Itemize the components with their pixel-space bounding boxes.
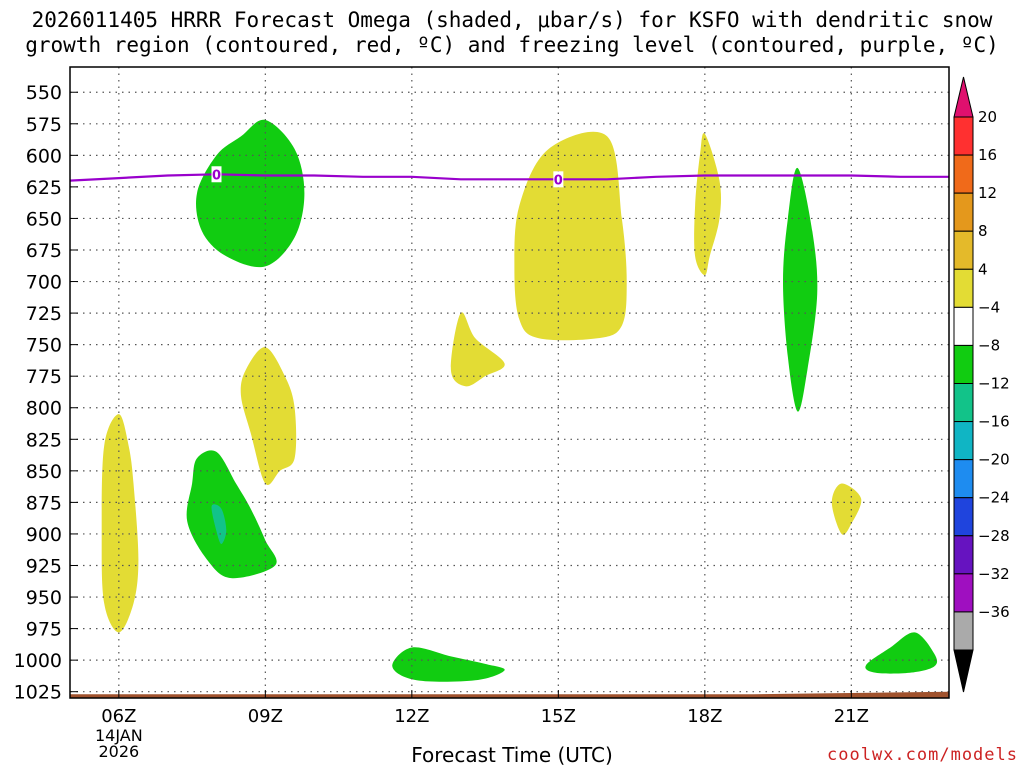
y-tick-label-675: 675: [26, 240, 62, 262]
freezing-label-bg-0: [211, 166, 222, 183]
y-tick-label-650: 650: [26, 208, 62, 230]
colorbar-swatch-1: [953, 154, 974, 194]
colorbar-swatch-13: [953, 611, 974, 651]
colorbar-label-10: −24: [978, 489, 1010, 507]
x-tick-label-21Z: 21Z: [834, 706, 869, 727]
colorbar-label-1: 16: [978, 146, 997, 164]
colorbar: 20 16 12 8 4 −4 −8 −12 −16 −20 −24 −28 −32 −36: [953, 76, 1010, 693]
y-tick-label-825: 825: [26, 429, 62, 451]
colorbar-top-arrow: [953, 76, 974, 118]
colorbar-label-2: 12: [978, 184, 997, 202]
omega-region-3: [694, 133, 722, 276]
freezing-level-label-0: 0: [212, 168, 221, 183]
x-tick-label-09Z: 09Z: [248, 706, 283, 727]
colorbar-label-12: −32: [978, 565, 1010, 583]
colorbar-swatch-7: [953, 383, 974, 423]
colorbar-label-9: −20: [978, 451, 1010, 469]
omega-region-10: [831, 483, 862, 535]
x-tick-label-18Z: 18Z: [687, 706, 722, 727]
omega-region-6: [240, 347, 297, 486]
chart-title-line-2: growth region (contoured, red, ºC) and f…: [25, 33, 999, 57]
omega-region-4: [783, 167, 818, 412]
y-tick-label-800: 800: [26, 398, 62, 420]
colorbar-swatch-4: [953, 268, 974, 308]
colorbar-swatch-6: [953, 344, 974, 384]
omega-shading-layer: [101, 119, 938, 682]
y-tick-label-900: 900: [26, 524, 62, 546]
colorbar-swatch-10: [953, 497, 974, 537]
y-tick-label-600: 600: [26, 145, 62, 167]
y-tick-label-1025: 1025: [14, 682, 62, 704]
colorbar-label-7: −12: [978, 375, 1010, 393]
x-tick-label-06Z: 06Z: [101, 706, 136, 727]
freezing-level-label-1: 0: [554, 173, 563, 188]
freezing-label-bg-1: [553, 171, 564, 188]
y-tick-label-750: 750: [26, 335, 62, 357]
y-tick-label-975: 975: [26, 619, 62, 641]
colorbar-label-4: 4: [978, 260, 988, 278]
y-tick-label-950: 950: [26, 587, 62, 609]
y-tick-label-725: 725: [26, 303, 62, 325]
colorbar-label-11: −28: [978, 527, 1010, 545]
terrain-surface: [70, 691, 949, 698]
colorbar-swatch-12: [953, 573, 974, 613]
omega-region-2: [514, 131, 627, 341]
colorbar-label-5: −4: [978, 298, 1000, 316]
plot-frame: [69, 66, 950, 699]
y-tick-label-700: 700: [26, 272, 62, 294]
x-tick-label-12Z: 12Z: [394, 706, 429, 727]
colorbar-label-0: 20: [978, 108, 997, 126]
colorbar-swatch-8: [953, 421, 974, 461]
omega-region-12: [865, 632, 938, 674]
omega-region-1: [196, 119, 305, 268]
x-axis-label: Forecast Time (UTC): [411, 743, 613, 767]
axes-layer: 550 575 600 625 650 675 700 725 750 775 800 825 850 8…: [14, 66, 950, 761]
y-tick-label-925: 925: [26, 555, 62, 577]
colorbar-bottom-arrow: [953, 649, 974, 693]
colorbar-label-13: −36: [978, 603, 1010, 621]
y-tick-label-1000: 1000: [14, 650, 62, 672]
y-tick-label-625: 625: [26, 177, 62, 199]
colorbar-swatch-3: [953, 230, 974, 270]
omega-region-5: [450, 312, 505, 387]
y-tick-label-775: 775: [26, 366, 62, 388]
grid-layer: [70, 67, 949, 698]
y-tick-label-850: 850: [26, 461, 62, 483]
x-tick-label-15Z: 15Z: [541, 706, 576, 727]
colorbar-label-8: −16: [978, 413, 1010, 431]
credit-link[interactable]: coolwx.com/models: [827, 745, 1018, 765]
colorbar-swatch-2: [953, 192, 974, 232]
date-label-1: 2026: [98, 742, 139, 761]
date-label-0: 14JAN: [95, 726, 143, 745]
colorbar-label-6: −8: [978, 336, 1000, 354]
colorbar-swatch-9: [953, 459, 974, 499]
colorbar-swatch-5: [953, 306, 974, 346]
omega-region-7: [101, 414, 139, 633]
y-tick-label-575: 575: [26, 114, 62, 136]
omega-region-9: [211, 504, 227, 545]
omega-region-11: [392, 647, 505, 682]
chart-title-line-1: 2026011405 HRRR Forecast Omega (shaded, …: [31, 8, 993, 32]
colorbar-swatch-11: [953, 535, 974, 575]
y-tick-label-875: 875: [26, 492, 62, 514]
terrain-layer: [70, 691, 949, 698]
omega-region-8: [186, 450, 277, 579]
colorbar-label-3: 8: [978, 222, 988, 240]
y-tick-label-550: 550: [26, 82, 62, 104]
colorbar-swatch-0: [953, 116, 974, 156]
